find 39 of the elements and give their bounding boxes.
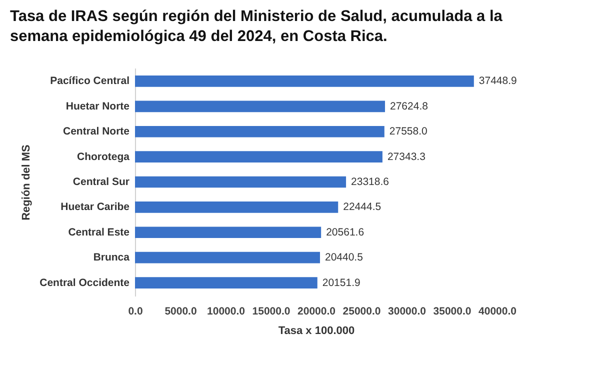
- x-tick-label: 5000.0: [164, 306, 197, 318]
- y-tick-label: Huetar Norte: [66, 100, 130, 112]
- data-label: 23318.6: [351, 176, 390, 188]
- data-label: 27624.8: [390, 100, 428, 112]
- data-label: 27343.3: [387, 150, 426, 163]
- x-tick-label: 10000.0: [207, 306, 246, 318]
- x-tick-label: 15000.0: [252, 306, 290, 318]
- x-tick-label: 20000.0: [298, 306, 336, 318]
- bar: [135, 277, 318, 288]
- bar: [135, 100, 386, 112]
- y-tick-label: Central Norte: [62, 126, 130, 138]
- bar: [135, 76, 474, 87]
- data-label: 27558.0: [389, 126, 428, 138]
- y-tick-label: Chorotega: [77, 150, 130, 163]
- y-tick-label: Central Este: [68, 226, 130, 238]
- x-tick-label: 25000.0: [342, 306, 381, 318]
- data-label: 20440.5: [324, 252, 364, 264]
- x-tick-label: 35000.0: [433, 306, 472, 318]
- y-tick-label: Central Occidente: [40, 276, 130, 289]
- x-tick-label: 40000.0: [478, 306, 517, 318]
- data-label: 20561.6: [326, 226, 364, 238]
- bar: [135, 226, 322, 238]
- y-axis-title: Región del MS: [20, 144, 33, 220]
- y-tick-label: Huetar Caribe: [60, 201, 130, 214]
- bar: [135, 252, 320, 264]
- bar: [135, 126, 384, 138]
- x-tick-label: 0.0: [128, 306, 143, 318]
- x-axis-title: Tasa x 100.000: [278, 325, 355, 337]
- data-label: 20151.9: [322, 276, 360, 289]
- y-tick-label: Brunca: [93, 252, 130, 264]
- bar: [135, 202, 338, 213]
- y-tick-label: Central Sur: [72, 176, 130, 188]
- bar: [135, 176, 346, 188]
- data-label: 22444.5: [343, 201, 382, 214]
- x-tick-label: 30000.0: [388, 306, 426, 318]
- data-label: 37448.9: [478, 75, 518, 88]
- y-tick-label: Pacífico Central: [50, 75, 130, 88]
- bar: [135, 151, 382, 162]
- chart-title: Tasa de IRAS según región del Ministerio de Salud, acumulada a la semana epidemiológica 49 del 2024, en Costa Rica.: [10, 7, 504, 47]
